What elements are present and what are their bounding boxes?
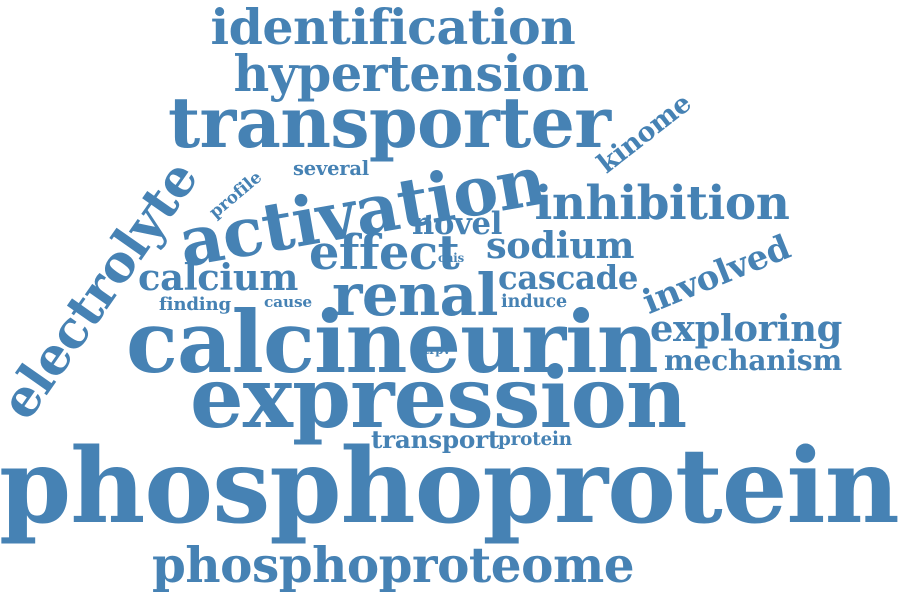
word-inhibition: inhibition bbox=[534, 175, 790, 231]
word-several: several bbox=[293, 156, 370, 180]
word-transporter: transporter bbox=[168, 82, 611, 164]
word-exploring: exploring bbox=[650, 305, 842, 350]
word-cnis: cnis bbox=[438, 251, 464, 265]
word-protein: protein bbox=[498, 429, 572, 450]
word-renal: renal bbox=[332, 261, 498, 329]
word-cascade: cascade bbox=[498, 259, 639, 297]
word-induce: induce bbox=[501, 291, 567, 312]
word-hypertension: hypertension bbox=[233, 44, 590, 103]
word-identification: identification bbox=[210, 0, 576, 56]
word-finding: finding bbox=[159, 294, 232, 315]
word-calcineurin: calcineurin bbox=[126, 292, 659, 393]
word-phosphoproteome: phosphoproteome bbox=[152, 538, 635, 594]
word-mechanism: mechanism bbox=[664, 344, 842, 377]
word-phosphoprotein: phosphoprotein bbox=[0, 425, 900, 547]
word-novel: novel bbox=[412, 205, 503, 242]
word-trpv: trpv bbox=[424, 343, 450, 357]
word-effect: effect bbox=[309, 225, 460, 281]
word-transport: transport bbox=[371, 424, 500, 454]
word-sodium: sodium bbox=[486, 223, 635, 267]
word-cause: cause bbox=[264, 292, 313, 311]
word-expression: expression bbox=[190, 348, 687, 447]
word-calcium: calcium bbox=[138, 254, 298, 299]
